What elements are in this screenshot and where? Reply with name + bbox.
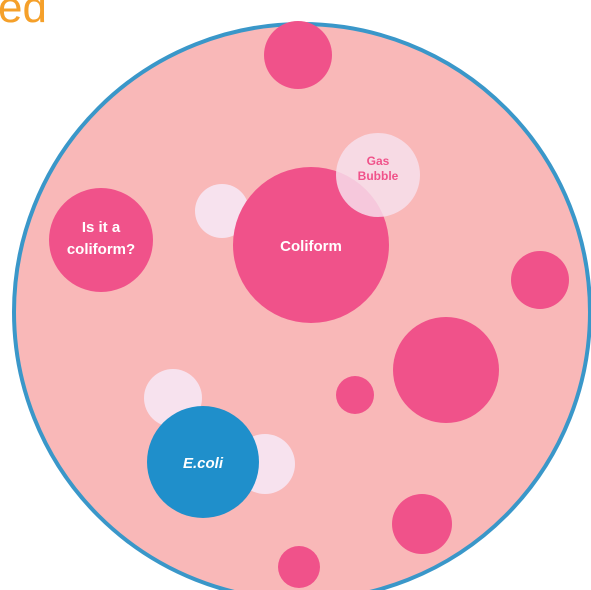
colony bbox=[392, 494, 452, 554]
colony bbox=[278, 546, 320, 588]
node-label: Gas bbox=[367, 154, 390, 168]
petri-dish-diagram: ed Is it a coliform? Coliform Gas Bubble… bbox=[0, 0, 591, 590]
colony bbox=[336, 376, 374, 414]
node-label: Is it a bbox=[82, 219, 121, 236]
node-label: E.coli bbox=[183, 455, 224, 472]
page: {"header": {"title_fragment": "ed"}, "no… bbox=[0, 0, 591, 590]
node-label: Bubble bbox=[358, 169, 399, 183]
colony bbox=[511, 251, 569, 309]
title-fragment: ed bbox=[0, 0, 47, 32]
node-label: Coliform bbox=[280, 238, 342, 255]
colony bbox=[393, 317, 499, 423]
coliform-question-node bbox=[49, 188, 153, 292]
colony bbox=[264, 21, 332, 89]
node-label: coliform? bbox=[67, 241, 135, 258]
